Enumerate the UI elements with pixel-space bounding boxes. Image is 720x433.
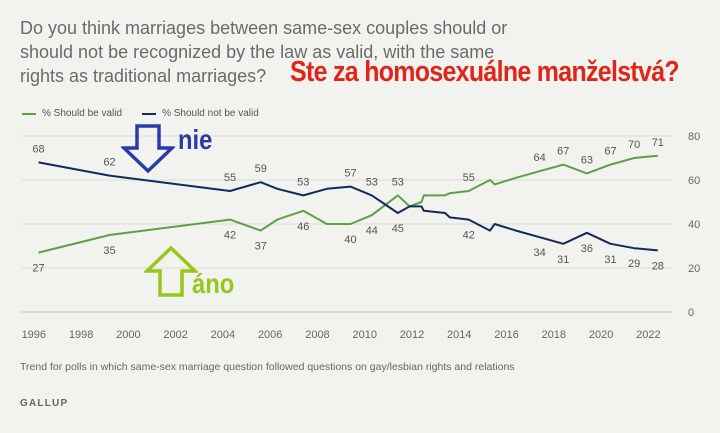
y-tick-label: 20 bbox=[688, 263, 700, 275]
data-label: 63 bbox=[581, 154, 593, 166]
data-label: 45 bbox=[392, 223, 404, 235]
data-label: 37 bbox=[255, 241, 267, 253]
legend-swatch-valid bbox=[22, 112, 36, 115]
down-arrow-icon bbox=[121, 124, 175, 174]
data-label: 27 bbox=[32, 263, 44, 275]
data-label: 53 bbox=[297, 176, 309, 188]
legend-swatch-not-valid bbox=[142, 112, 157, 115]
legend: % Should be valid % Should not be valid bbox=[22, 108, 259, 119]
data-label: 64 bbox=[534, 152, 546, 164]
x-tick-label: 2006 bbox=[258, 329, 282, 341]
data-label: 42 bbox=[224, 230, 236, 242]
data-label: 68 bbox=[32, 143, 44, 155]
data-label: 67 bbox=[557, 146, 569, 158]
legend-label-valid: % Should be valid bbox=[42, 108, 123, 119]
data-label: 67 bbox=[604, 146, 616, 158]
annotation-nie: nie bbox=[178, 124, 213, 155]
up-arrow-icon bbox=[144, 246, 198, 297]
y-tick-label: 80 bbox=[688, 131, 700, 143]
data-label: 71 bbox=[652, 137, 664, 149]
x-tick-label: 2000 bbox=[116, 329, 140, 341]
data-label: 34 bbox=[534, 247, 546, 259]
x-tick-label: 2018 bbox=[542, 329, 566, 341]
data-label: 28 bbox=[652, 260, 664, 272]
chart-question: Do you think marriages between same-sex … bbox=[20, 18, 508, 86]
source-label: GALLUP bbox=[20, 398, 69, 409]
legend-item-not-valid: % Should not be valid bbox=[142, 108, 259, 119]
data-label: 59 bbox=[255, 163, 267, 175]
legend-label-not-valid: % Should not be valid bbox=[162, 108, 259, 119]
data-label: 53 bbox=[392, 176, 404, 188]
data-label: 40 bbox=[344, 234, 356, 246]
data-label: 35 bbox=[103, 245, 115, 257]
data-label: 55 bbox=[463, 172, 475, 184]
data-label: 31 bbox=[604, 254, 616, 266]
y-tick-label: 40 bbox=[688, 219, 700, 231]
footnote: Trend for polls in which same-sex marria… bbox=[20, 361, 515, 373]
series-line-not-valid bbox=[38, 161, 658, 252]
x-tick-label: 2016 bbox=[494, 329, 518, 341]
x-tick-label: 2010 bbox=[352, 329, 376, 341]
data-label: 53 bbox=[366, 176, 378, 188]
data-label: 55 bbox=[224, 172, 236, 184]
data-label: 70 bbox=[628, 139, 640, 151]
overlay-title: Ste za homosexuálne manželstvá? bbox=[290, 56, 680, 88]
x-tick-label: 2004 bbox=[211, 329, 235, 341]
data-label: 29 bbox=[628, 258, 640, 270]
x-tick-label: 2008 bbox=[305, 329, 329, 341]
x-tick-label: 2022 bbox=[636, 329, 660, 341]
data-label: 46 bbox=[297, 221, 309, 233]
x-tick-label: 1996 bbox=[22, 329, 46, 341]
data-label: 31 bbox=[557, 254, 569, 266]
data-label: 42 bbox=[463, 230, 475, 242]
x-tick-label: 1998 bbox=[69, 329, 93, 341]
data-label: 62 bbox=[103, 157, 115, 169]
x-tick-label: 2002 bbox=[163, 329, 187, 341]
x-tick-label: 2012 bbox=[400, 329, 424, 341]
x-tick-label: 2020 bbox=[589, 329, 613, 341]
data-label: 36 bbox=[581, 243, 593, 255]
annotation-ano: áno bbox=[192, 268, 235, 299]
series-line-valid bbox=[38, 154, 658, 254]
y-tick-label: 0 bbox=[688, 307, 694, 319]
data-label: 44 bbox=[366, 225, 378, 237]
x-tick-label: 2014 bbox=[447, 329, 471, 341]
y-tick-label: 60 bbox=[688, 175, 700, 187]
legend-item-valid: % Should be valid bbox=[22, 108, 122, 119]
data-label: 57 bbox=[344, 168, 356, 180]
